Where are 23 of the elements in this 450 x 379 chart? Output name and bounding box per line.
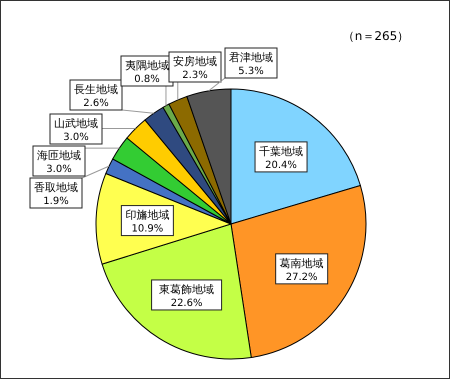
slice-label: 東葛飾地域 [159, 282, 214, 296]
slice-label: 山武地域 [54, 117, 98, 130]
slice-label: 長生地域 [74, 83, 118, 96]
slice-label: 夷隅地域 [125, 59, 169, 72]
data-label: 22.6% [170, 298, 202, 309]
text: （n＝265） [342, 29, 410, 43]
data-label: 10.9% [131, 224, 164, 235]
slice-label: 海匝地域 [37, 149, 81, 162]
slice-label: 香取地域 [34, 181, 78, 194]
slice-label: 葛南地域 [280, 256, 324, 270]
data-label: 1.9% [43, 196, 69, 207]
data-label: 2.3% [182, 70, 208, 81]
data-label: 27.2% [286, 272, 318, 283]
data-label: 3.0% [46, 164, 72, 175]
data-label: 0.8% [134, 74, 160, 85]
slice-label: 千葉地域 [259, 144, 304, 158]
slice-label: 安房地域 [173, 55, 217, 68]
data-label: 3.0% [63, 132, 89, 143]
data-label: 5.3% [238, 66, 264, 77]
slice-label: 君津地域 [229, 51, 273, 64]
data-label: 20.4% [265, 160, 297, 171]
data-label: 2.6% [83, 98, 109, 109]
slice-label: 印旛地域 [125, 208, 170, 222]
